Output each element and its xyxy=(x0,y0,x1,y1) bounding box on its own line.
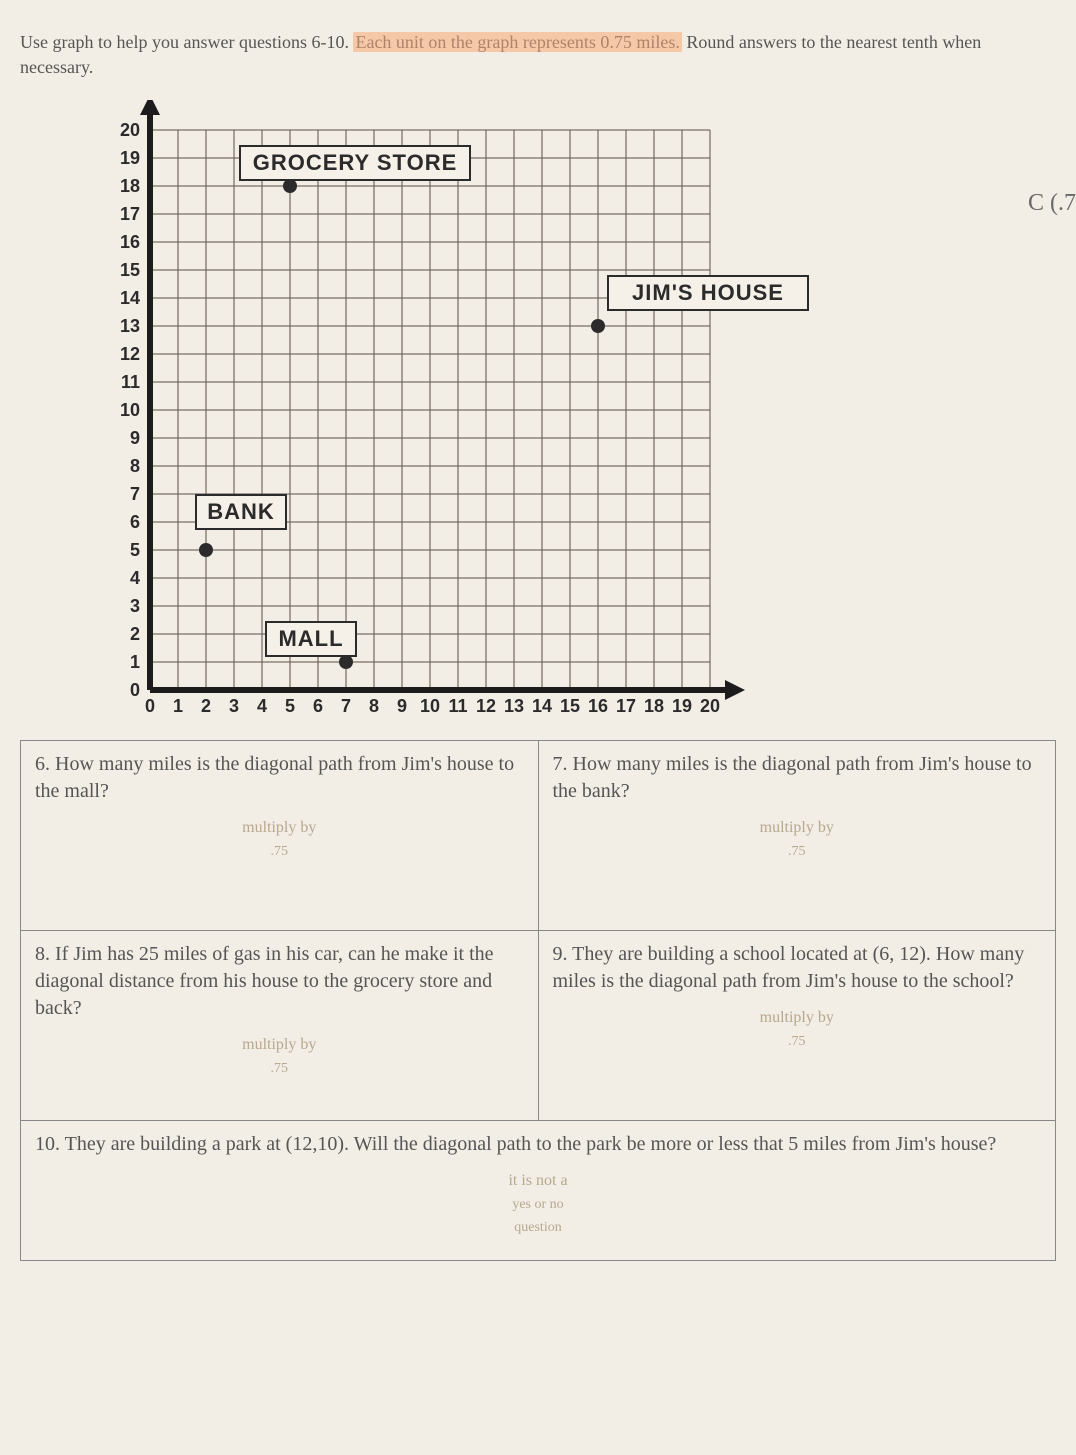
scribble: .75 xyxy=(553,843,1042,862)
svg-text:15: 15 xyxy=(560,696,580,716)
instructions: Use graph to help you answer questions 6… xyxy=(20,30,1056,80)
handwritten-note: C (.75) xyxy=(1028,190,1076,217)
svg-text:JIM'S HOUSE: JIM'S HOUSE xyxy=(632,280,784,305)
svg-text:12: 12 xyxy=(476,696,496,716)
scribble: yes or no xyxy=(35,1196,1041,1215)
graph-container: 0011223344556677889910101111121213131414… xyxy=(100,100,1056,730)
coordinate-graph: 0011223344556677889910101111121213131414… xyxy=(100,100,920,720)
svg-text:7: 7 xyxy=(341,696,351,716)
svg-text:10: 10 xyxy=(420,696,440,716)
svg-text:0: 0 xyxy=(145,696,155,716)
questions-table: 6. How many miles is the diagonal path f… xyxy=(20,740,1056,1261)
question-8-text: 8. If Jim has 25 miles of gas in his car… xyxy=(35,943,494,1019)
svg-text:10: 10 xyxy=(120,400,140,420)
svg-text:20: 20 xyxy=(700,696,720,716)
svg-text:3: 3 xyxy=(130,596,140,616)
svg-text:BANK: BANK xyxy=(207,499,275,524)
svg-text:4: 4 xyxy=(130,568,140,588)
scribble: multiply by xyxy=(553,1007,1042,1029)
question-7-cell: 7. How many miles is the diagonal path f… xyxy=(538,741,1056,931)
svg-text:3: 3 xyxy=(229,696,239,716)
svg-text:12: 12 xyxy=(120,344,140,364)
svg-text:9: 9 xyxy=(397,696,407,716)
svg-text:5: 5 xyxy=(130,540,140,560)
svg-text:15: 15 xyxy=(120,260,140,280)
scribble: multiply by xyxy=(35,817,524,839)
svg-text:17: 17 xyxy=(616,696,636,716)
svg-text:0: 0 xyxy=(130,680,140,700)
scribble: question xyxy=(35,1219,1041,1238)
instr-pre: Use graph to help you answer questions 6… xyxy=(20,32,353,52)
scribble: it is not a xyxy=(35,1170,1041,1192)
svg-text:1: 1 xyxy=(173,696,183,716)
svg-text:1: 1 xyxy=(130,652,140,672)
instr-highlight: Each unit on the graph represents 0.75 m… xyxy=(353,32,681,52)
question-9-text: 9. They are building a school located at… xyxy=(553,943,1025,992)
svg-text:20: 20 xyxy=(120,120,140,140)
svg-text:8: 8 xyxy=(369,696,379,716)
scribble: .75 xyxy=(35,843,524,862)
svg-text:18: 18 xyxy=(644,696,664,716)
svg-text:MALL: MALL xyxy=(278,626,343,651)
scribble: .75 xyxy=(553,1033,1042,1052)
svg-text:14: 14 xyxy=(532,696,552,716)
svg-text:2: 2 xyxy=(130,624,140,644)
svg-text:5: 5 xyxy=(285,696,295,716)
question-10-text: 10. They are building a park at (12,10).… xyxy=(35,1133,996,1155)
svg-text:13: 13 xyxy=(120,316,140,336)
svg-text:GROCERY STORE: GROCERY STORE xyxy=(253,150,458,175)
svg-text:6: 6 xyxy=(313,696,323,716)
svg-text:17: 17 xyxy=(120,204,140,224)
svg-text:11: 11 xyxy=(121,372,140,392)
svg-text:11: 11 xyxy=(448,696,467,716)
svg-text:4: 4 xyxy=(257,696,267,716)
svg-text:13: 13 xyxy=(504,696,524,716)
question-9-cell: 9. They are building a school located at… xyxy=(538,931,1056,1121)
question-8-cell: 8. If Jim has 25 miles of gas in his car… xyxy=(21,931,539,1121)
question-6-cell: 6. How many miles is the diagonal path f… xyxy=(21,741,539,931)
question-10-cell: 10. They are building a park at (12,10).… xyxy=(21,1121,1056,1261)
svg-text:7: 7 xyxy=(130,484,140,504)
svg-text:16: 16 xyxy=(588,696,608,716)
svg-text:14: 14 xyxy=(120,288,140,308)
svg-text:9: 9 xyxy=(130,428,140,448)
svg-text:2: 2 xyxy=(201,696,211,716)
svg-text:6: 6 xyxy=(130,512,140,532)
scribble: .75 xyxy=(35,1060,524,1079)
question-7-text: 7. How many miles is the diagonal path f… xyxy=(553,753,1032,802)
svg-text:8: 8 xyxy=(130,456,140,476)
question-6-text: 6. How many miles is the diagonal path f… xyxy=(35,753,514,802)
scribble: multiply by xyxy=(553,817,1042,839)
svg-text:18: 18 xyxy=(120,176,140,196)
svg-text:16: 16 xyxy=(120,232,140,252)
svg-text:19: 19 xyxy=(672,696,692,716)
scribble: multiply by xyxy=(35,1034,524,1056)
svg-text:19: 19 xyxy=(120,148,140,168)
